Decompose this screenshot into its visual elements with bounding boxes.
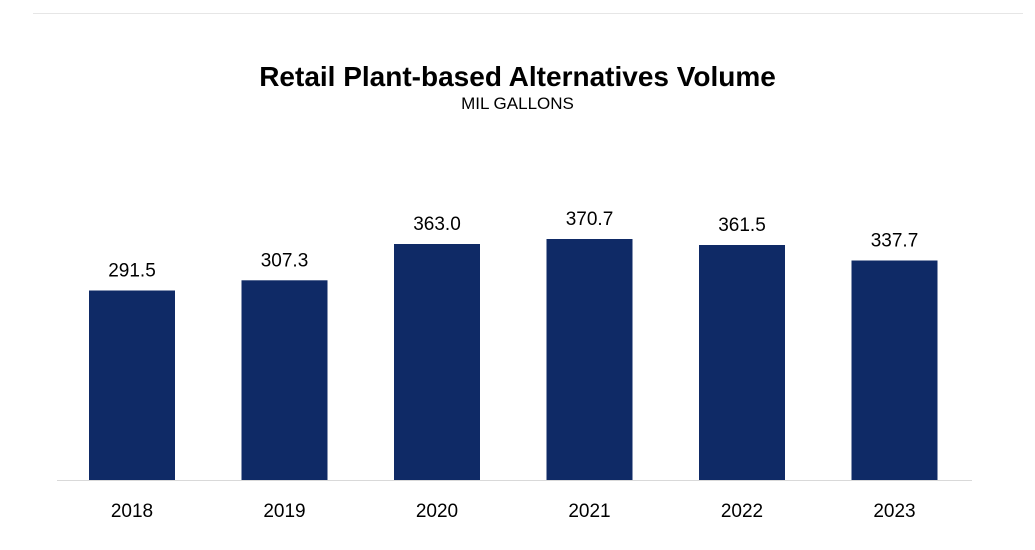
top-divider [33, 13, 1023, 14]
x-tick-label-2022: 2022 [721, 501, 763, 522]
bar-2018 [89, 290, 175, 480]
bar-2019 [241, 280, 328, 480]
x-tick-label-2023: 2023 [873, 501, 915, 522]
x-tick-label-2021: 2021 [568, 501, 610, 522]
data-label-2018: 291.5 [108, 261, 156, 282]
data-label-2023: 337.7 [871, 231, 919, 252]
bar-2020 [394, 244, 480, 480]
x-tick-label-2018: 2018 [111, 501, 153, 522]
x-tick-label-2020: 2020 [416, 501, 458, 522]
bar-2023 [851, 260, 938, 480]
bar-2021 [546, 239, 633, 480]
bar-2022 [699, 245, 785, 480]
data-label-2022: 361.5 [718, 215, 766, 236]
x-tick-label-2019: 2019 [263, 501, 305, 522]
data-label-2020: 363.0 [413, 214, 461, 235]
data-label-2019: 307.3 [261, 250, 309, 271]
chart-subtitle: MIL GALLONS [461, 94, 574, 113]
chart-title: Retail Plant-based Alternatives Volume [259, 61, 776, 92]
data-label-2021: 370.7 [566, 209, 614, 230]
